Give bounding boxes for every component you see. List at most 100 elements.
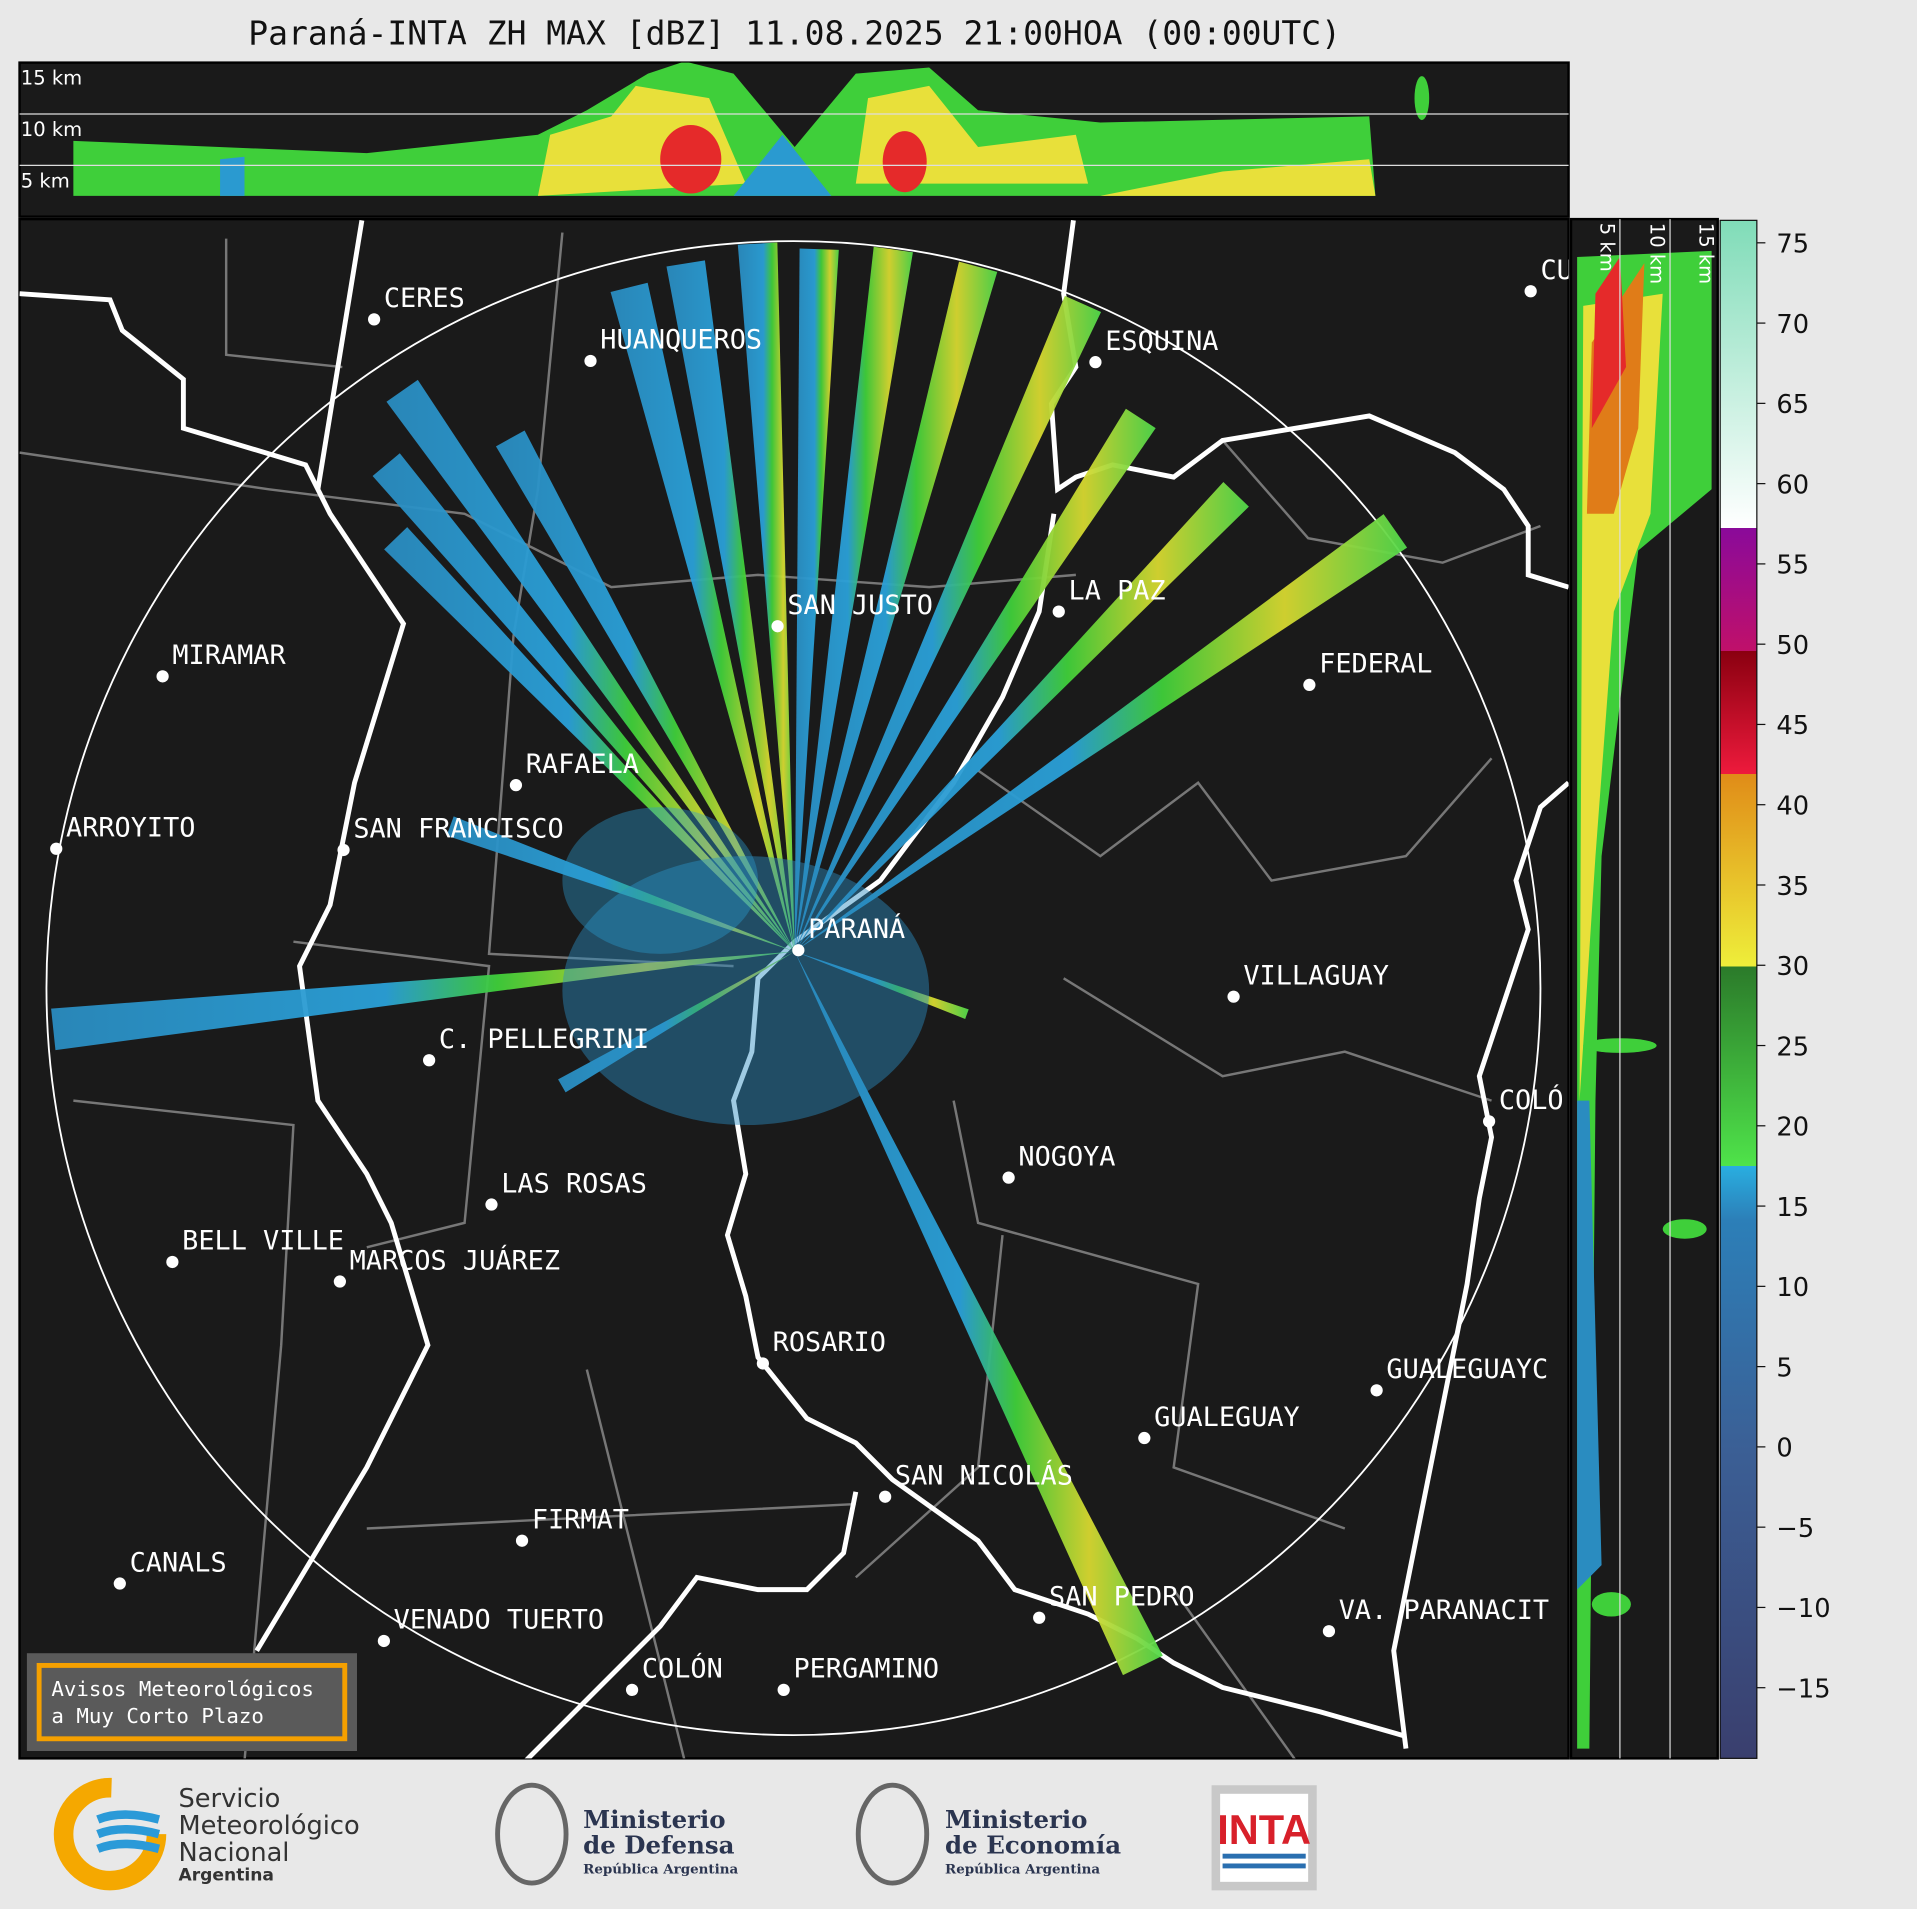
radar-echoes (51, 242, 1408, 1676)
city-label: GUALEGUAY (1154, 1402, 1300, 1433)
colorbar-tick-label: 50 (1776, 631, 1809, 661)
city-label: MARCOS JUÁREZ (350, 1244, 560, 1276)
city-dot (1089, 356, 1102, 369)
city-dot (156, 670, 169, 683)
colorbar-tick-label: 65 (1776, 390, 1809, 420)
colorbar-tick-label: 60 (1776, 470, 1809, 500)
city-label: PERGAMINO (793, 1654, 939, 1685)
map: CERES HUANQUEROS ESQUINA SAN JUSTO LA PAZ MIR… (19, 219, 1572, 1759)
radar-beam (794, 951, 969, 1019)
radar-beam (794, 951, 1163, 1676)
colorbar-tick-label: 10 (1776, 1273, 1809, 1303)
height-label: 10 km (1645, 223, 1668, 284)
height-label: 5 km (1595, 223, 1618, 272)
city-label: ESQUINA (1105, 326, 1218, 357)
radar-beam (558, 951, 795, 1093)
city-label: NOGOYA (1018, 1141, 1115, 1172)
radar-beam (610, 282, 795, 952)
city-dot (333, 1275, 346, 1288)
city-dot (1033, 1611, 1046, 1624)
colorbar-tick-label: 45 (1776, 711, 1809, 741)
city-label: FIRMAT (532, 1504, 629, 1535)
logo-text: Ministerio (945, 1805, 1087, 1834)
city-dot (1227, 990, 1240, 1003)
side-profile (1577, 250, 1712, 1749)
radar-beam (794, 408, 1156, 952)
logo-text: Ministerio (583, 1805, 725, 1834)
logo-text: INTA (1217, 1806, 1311, 1853)
city-dot (879, 1490, 892, 1503)
city-label: RAFAELA (526, 749, 639, 780)
radar-beam (446, 816, 795, 952)
city-label: LAS ROSAS (501, 1168, 647, 1199)
logo-text: Nacional (178, 1838, 289, 1868)
colorbar-tick-label: −15 (1776, 1674, 1830, 1704)
colorbar-tick-label: 0 (1776, 1434, 1792, 1464)
city-label: GUALEGUAYC (1386, 1354, 1548, 1385)
top-profile (73, 62, 1430, 196)
logo-text: República Argentina (945, 1861, 1100, 1877)
warning-text: a Muy Corto Plazo (51, 1704, 264, 1728)
colorbar-tick-label: 70 (1776, 310, 1809, 340)
height-label: 10 km (21, 118, 82, 141)
city-dot (777, 1683, 790, 1696)
colorbar-tick-label: 40 (1776, 791, 1809, 821)
city-label: CANALS (130, 1547, 227, 1578)
city-dot (166, 1255, 179, 1269)
colorbar-tick-label: 55 (1776, 551, 1809, 581)
city-dot (1370, 1384, 1383, 1397)
city-dot (584, 354, 597, 368)
city-label: PARANÁ (808, 913, 905, 945)
radar-beam (794, 481, 1249, 952)
radar-beam (794, 295, 1102, 952)
radar-beam (372, 453, 795, 952)
city-dot (756, 1357, 770, 1370)
radar-beam (386, 379, 795, 952)
city-dot (377, 1634, 391, 1648)
city-label: COLÓ (1499, 1084, 1564, 1116)
colorbar-tick-label: 30 (1776, 952, 1809, 982)
city-dot (1303, 678, 1316, 692)
city-label: VA. PARANACIT (1339, 1595, 1549, 1626)
logo-text: Servicio (178, 1784, 280, 1814)
city-dot (1138, 1431, 1151, 1445)
radar-beam (794, 248, 839, 952)
city-dot (792, 944, 805, 957)
warning-text: Avisos Meteorológicos (51, 1677, 314, 1701)
radar-beam (384, 527, 795, 952)
city-label: VILLAGUAY (1243, 960, 1389, 991)
colorbar-tick-label: 35 (1776, 872, 1809, 902)
city-label: CERES (384, 283, 465, 314)
city-label: SAN NICOLÁS (895, 1459, 1073, 1491)
radar-beam (737, 242, 795, 952)
logo-text: República Argentina (583, 1861, 738, 1877)
logo-text: Argentina (178, 1866, 273, 1886)
city-dot (509, 779, 523, 792)
colorbar (1719, 219, 1758, 1759)
city-dot (771, 620, 784, 633)
city-label: CU (1540, 255, 1572, 286)
radar-beam (51, 951, 795, 1051)
city-label: LA PAZ (1069, 575, 1166, 606)
clutter (562, 856, 930, 1126)
radar-beam (794, 261, 998, 952)
department-borders (19, 232, 1541, 1759)
logo-text: de Defensa (583, 1831, 734, 1860)
city-label: SAN PEDRO (1049, 1582, 1195, 1613)
radar-beam (794, 246, 913, 952)
city-label: BELL VILLE (182, 1226, 344, 1257)
colorbar-tick-label: −10 (1776, 1594, 1830, 1624)
city-label: COLÓN (642, 1653, 723, 1685)
logo-text: de Economía (945, 1831, 1121, 1860)
city-dot (113, 1577, 126, 1590)
city-label: SAN JUSTO (787, 590, 933, 621)
city-label: MIRAMAR (172, 640, 286, 671)
city-label: ROSARIO (773, 1327, 886, 1358)
title: Paraná-INTA ZH MAX [dBZ] 11.08.2025 21:0… (248, 13, 1341, 52)
warning-box: Avisos Meteorológicos a Muy Corto Plazo (26, 1653, 357, 1752)
clutter (562, 807, 758, 954)
height-label: 15 km (1694, 223, 1717, 284)
radar-beam (666, 260, 795, 952)
